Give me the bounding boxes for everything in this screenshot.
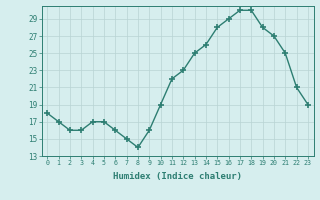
- X-axis label: Humidex (Indice chaleur): Humidex (Indice chaleur): [113, 172, 242, 181]
